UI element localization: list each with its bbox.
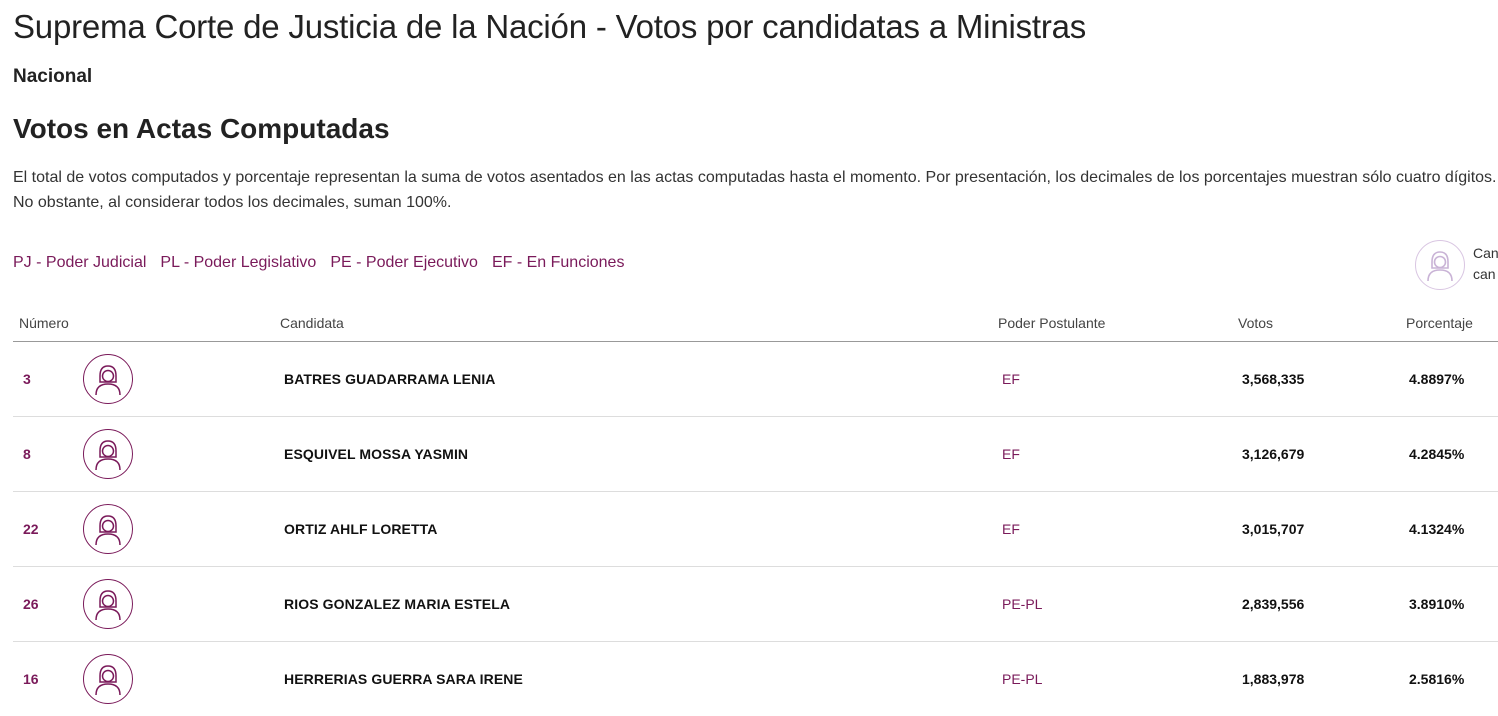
column-header-numero[interactable]: Número — [19, 315, 69, 331]
candidate-name: RIOS GONZALEZ MARIA ESTELA — [284, 596, 511, 612]
table-row: 22 ORTIZ AHLF LORETTA EF 3,015,707 4.132… — [13, 492, 1498, 567]
legend-item-ef: EF - En Funciones — [491, 254, 625, 271]
candidate-poder: EF — [1002, 521, 1020, 537]
candidate-number: 3 — [23, 371, 31, 387]
candidate-votes: 2,839,556 — [1242, 596, 1305, 612]
candidate-poder: PE-PL — [1002, 671, 1043, 687]
candidate-votes: 1,883,978 — [1242, 671, 1305, 687]
candidate-key-line2: can — [1473, 266, 1496, 282]
legend: PJ - Poder Judicial PL - Poder Legislati… — [13, 254, 624, 272]
candidate-number: 22 — [23, 521, 39, 537]
table-row: 26 RIOS GONZALEZ MARIA ESTELA PE-PL 2,83… — [13, 567, 1498, 642]
candidate-percentage: 2.5816% — [1409, 671, 1465, 687]
candidate-name: ESQUIVEL MOSSA YASMIN — [284, 446, 469, 462]
legend-item-pj: PJ - Poder Judicial — [13, 254, 147, 271]
candidate-key-line1: Can — [1473, 245, 1498, 261]
candidate-number: 26 — [23, 596, 39, 612]
candidate-percentage: 4.8897% — [1409, 371, 1465, 387]
legend-item-pl: PL - Poder Legislativo — [160, 254, 317, 271]
candidate-votes: 3,568,335 — [1242, 371, 1305, 387]
candidate-percentage: 3.8910% — [1409, 596, 1465, 612]
column-header-porcentaje[interactable]: Porcentaje — [1406, 315, 1473, 331]
column-header-votos[interactable]: Votos — [1238, 315, 1274, 331]
candidate-name: ORTIZ AHLF LORETTA — [284, 521, 438, 537]
candidate-votes: 3,126,679 — [1242, 446, 1305, 462]
candidate-poder: EF — [1002, 446, 1020, 462]
candidate-woman-icon — [1415, 240, 1465, 290]
candidate-name: BATRES GUADARRAMA LENIA — [284, 371, 496, 387]
description-text: El total de votos computados y porcentaj… — [13, 169, 1497, 211]
table-row: 3 BATRES GUADARRAMA LENIA EF 3,568,335 4… — [13, 342, 1498, 417]
candidate-number: 8 — [23, 446, 31, 462]
column-header-candidata[interactable]: Candidata — [280, 315, 344, 331]
candidate-poder: EF — [1002, 371, 1020, 387]
page-title: Suprema Corte de Justicia de la Nación -… — [13, 8, 1087, 45]
scope-label: Nacional — [13, 66, 93, 87]
table-row: 16 HERRERIAS GUERRA SARA IRENE PE-PL 1,8… — [13, 642, 1498, 716]
candidate-percentage: 4.2845% — [1409, 446, 1465, 462]
section-title: Votos en Actas Computadas — [13, 113, 390, 144]
candidate-avatar-icon — [83, 429, 133, 479]
candidate-percentage: 4.1324% — [1409, 521, 1465, 537]
table-row: 8 ESQUIVEL MOSSA YASMIN EF 3,126,679 4.2… — [13, 417, 1498, 492]
candidate-avatar-icon — [83, 504, 133, 554]
candidate-avatar-icon — [83, 354, 133, 404]
candidate-poder: PE-PL — [1002, 596, 1043, 612]
results-table: Número Candidata Poder Postulante Votos … — [13, 305, 1498, 716]
candidate-avatar-icon — [83, 579, 133, 629]
candidate-votes: 3,015,707 — [1242, 521, 1305, 537]
candidate-avatar-icon — [83, 654, 133, 704]
column-header-poder[interactable]: Poder Postulante — [998, 315, 1106, 331]
candidate-name: HERRERIAS GUERRA SARA IRENE — [284, 671, 523, 687]
table-header: Número Candidata Poder Postulante Votos … — [13, 305, 1498, 342]
candidate-number: 16 — [23, 671, 39, 687]
legend-item-pe: PE - Poder Ejecutivo — [330, 254, 478, 271]
candidate-key: Can can — [1415, 240, 1498, 290]
